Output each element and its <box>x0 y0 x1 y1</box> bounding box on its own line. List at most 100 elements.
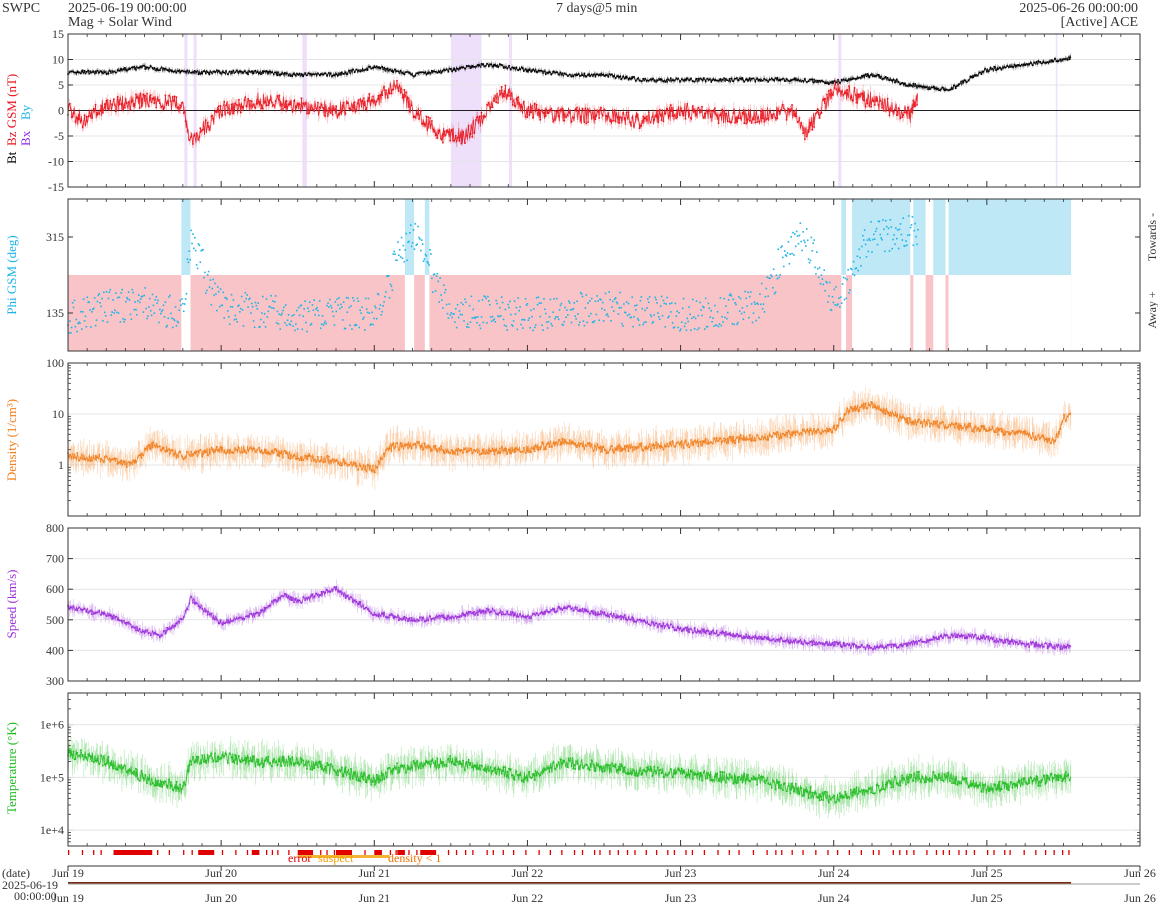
temperature-series-point <box>1013 782 1016 785</box>
bz-series-point <box>684 117 687 120</box>
phi-point <box>903 245 905 247</box>
speed-series-point <box>140 631 143 634</box>
temperature-series-point <box>181 787 183 790</box>
speed-series-point <box>85 611 88 613</box>
bt-series-point <box>477 64 479 66</box>
phi-point <box>858 248 860 251</box>
temperature-series-point <box>133 770 135 773</box>
temperature-series-point <box>1022 777 1025 779</box>
bt-series-point <box>1019 65 1021 67</box>
density-series-point <box>131 463 134 466</box>
temperature-series-point <box>467 759 470 761</box>
temperature-series-point <box>296 762 299 765</box>
phi-point <box>865 255 868 258</box>
speed-series-point <box>921 640 924 643</box>
speed-series-point <box>333 586 336 588</box>
phi-point <box>527 319 530 322</box>
phi-point <box>80 328 83 330</box>
bz-series-point <box>495 101 497 104</box>
bt-series-point <box>559 71 562 74</box>
density-series-point <box>92 457 95 459</box>
flag-mark <box>860 850 862 855</box>
temperature-series-point <box>680 767 683 770</box>
phi-point <box>657 312 659 314</box>
phi-point <box>355 324 358 326</box>
density-series-point <box>851 410 854 412</box>
phi-point <box>102 320 104 322</box>
bz-series-point <box>221 114 224 116</box>
temperature-series-point <box>412 760 415 762</box>
temperature-series-point <box>804 789 806 791</box>
phi-point <box>73 299 76 302</box>
bt-series-point <box>194 70 196 72</box>
temperature-series-point <box>285 761 288 763</box>
bz-series-point <box>260 107 262 110</box>
density-series-point <box>796 431 799 433</box>
temperature-series-point <box>640 773 643 776</box>
phi-point <box>633 315 635 318</box>
speed-series-point <box>94 612 97 615</box>
temperature-series-point <box>432 762 435 764</box>
bt-series-point <box>370 67 373 70</box>
speed-series-point <box>565 607 567 610</box>
phi-point <box>761 307 764 310</box>
temperature-series-point <box>894 775 896 778</box>
temperature-series-point <box>603 770 606 772</box>
density-series-point <box>414 443 417 445</box>
speed-series-point <box>477 614 479 616</box>
density-series-point <box>673 445 676 448</box>
phi-point <box>92 307 95 310</box>
temperature-series-point <box>372 780 374 783</box>
phi-point <box>612 300 614 303</box>
phi-point <box>76 330 78 333</box>
phi-point <box>718 323 721 325</box>
phi-point <box>890 226 893 228</box>
speed-series-point <box>245 615 248 618</box>
bt-series-point <box>521 66 523 69</box>
phi-point <box>419 238 421 240</box>
speed-series-point <box>601 611 604 614</box>
phi-point <box>341 306 343 308</box>
speed-series-point <box>947 636 950 639</box>
bt-series-point <box>754 80 757 83</box>
phi-point <box>630 316 633 319</box>
temperature-series-point <box>675 771 678 774</box>
phi-point <box>860 265 862 267</box>
density-series-point <box>236 449 238 451</box>
density-series-point <box>537 449 540 452</box>
density-series-point <box>348 464 350 466</box>
bt-series-point <box>543 70 545 73</box>
temperature-series-point <box>714 775 716 778</box>
bt-series-point <box>666 81 668 83</box>
bz-series-point <box>374 100 376 103</box>
density-series-point <box>629 447 632 449</box>
phi-point <box>873 233 875 236</box>
temperature-series-point <box>318 760 321 763</box>
phi-point <box>329 304 332 307</box>
bz-series-point <box>239 111 242 114</box>
density-series-point <box>592 450 595 452</box>
density-series-point <box>800 432 803 434</box>
temperature-series-point <box>899 784 902 787</box>
bz-series-point <box>791 104 793 106</box>
phi-point <box>735 303 737 306</box>
temperature-series-point <box>103 763 106 766</box>
phi-point <box>673 326 676 328</box>
temperature-series-point <box>655 772 657 775</box>
phi-point <box>530 309 532 312</box>
speed-series-point <box>1022 642 1025 645</box>
density-series-point <box>647 446 650 448</box>
x-tick-label-top: Jun 24 <box>818 866 850 880</box>
speed-series-point <box>118 619 121 622</box>
temperature-series-point <box>877 785 880 787</box>
density-series-point <box>214 450 216 453</box>
speed-series-point <box>796 641 799 644</box>
phi-point <box>261 295 264 298</box>
bz-series-point <box>425 115 428 118</box>
temperature-series-point <box>348 773 350 775</box>
phi-point <box>412 229 415 231</box>
phi-point <box>138 301 141 304</box>
density-series-point <box>570 440 573 443</box>
speed-series-point <box>1059 648 1062 650</box>
phi-point <box>184 298 187 300</box>
